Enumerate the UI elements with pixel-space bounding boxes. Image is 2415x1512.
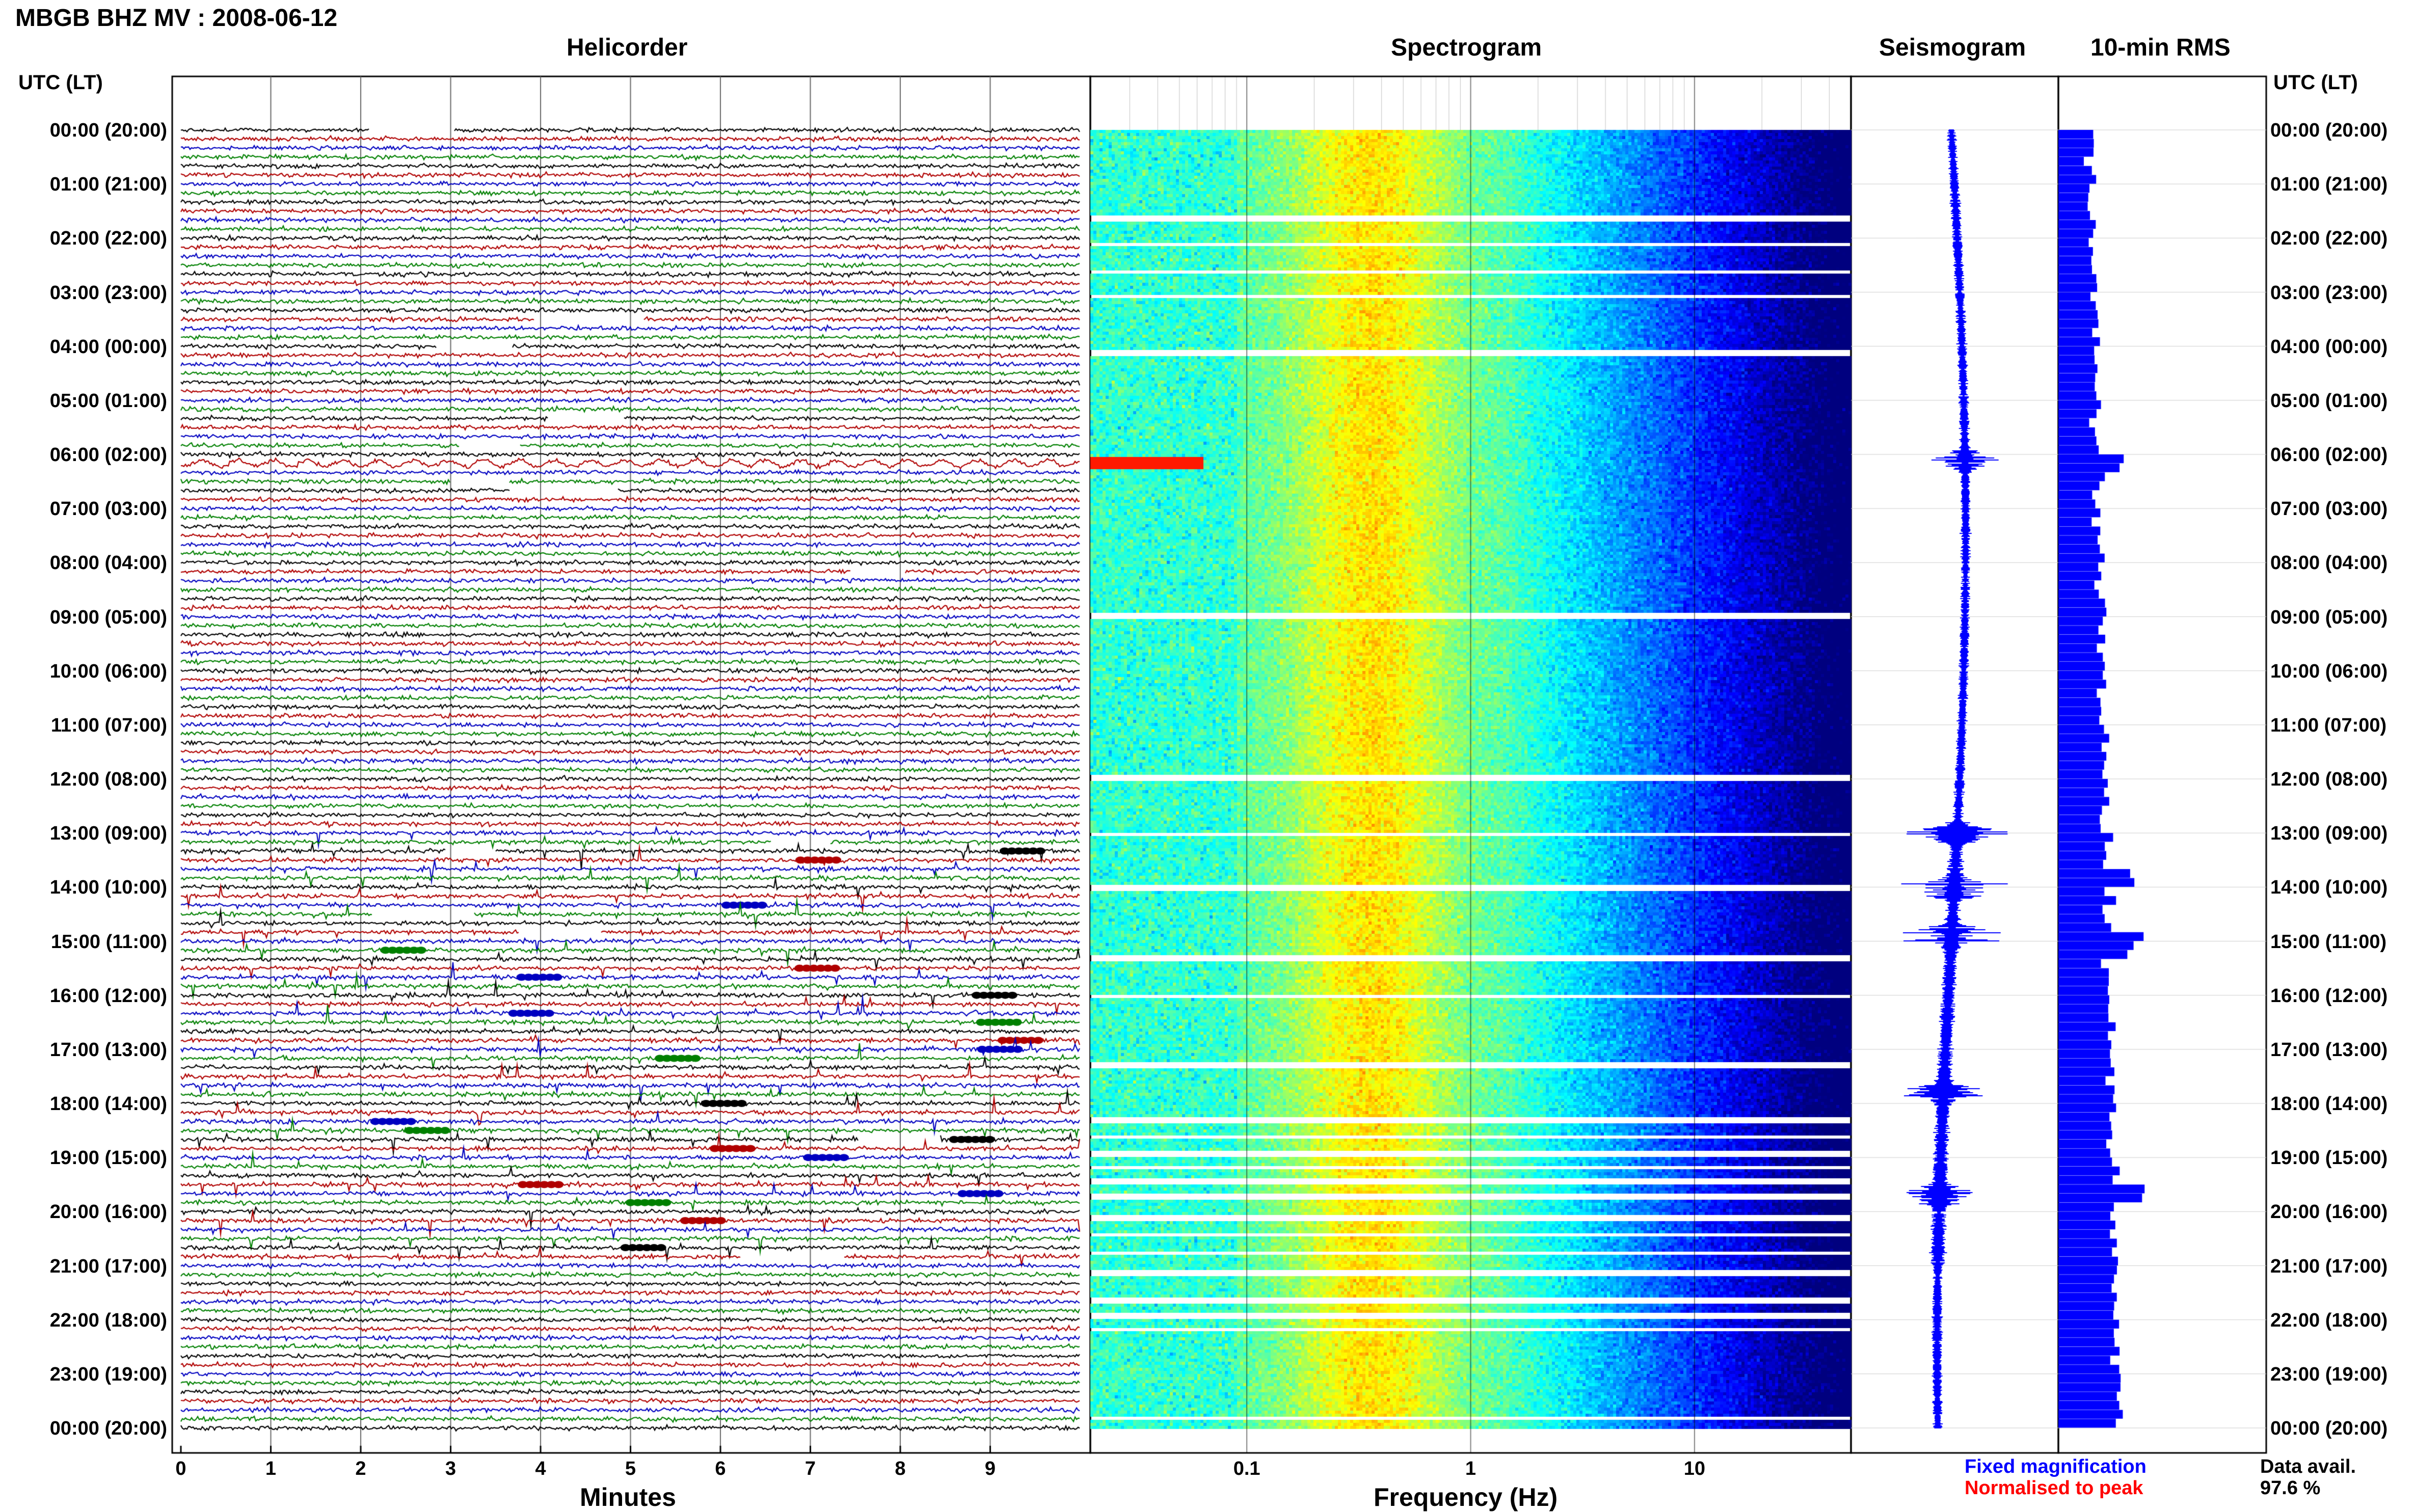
hour-tick-left: 11:00 (07:00) <box>50 714 167 736</box>
minute-tick: 6 <box>715 1458 726 1479</box>
hour-tick-right: 10:00 (06:00) <box>2270 660 2388 682</box>
hour-tick-right: 08:00 (04:00) <box>2270 552 2388 574</box>
hour-tick-left: 03:00 (23:00) <box>49 282 167 304</box>
hour-tick-right: 20:00 (16:00) <box>2270 1201 2388 1223</box>
hour-tick-right: 00:00 (20:00) <box>2270 120 2388 141</box>
hour-tick-left: 16:00 (12:00) <box>49 985 167 1007</box>
hour-tick-left: 12:00 (08:00) <box>49 769 167 790</box>
normalised-legend: Normalised to peak <box>1965 1477 2143 1499</box>
minute-tick: 3 <box>445 1458 457 1479</box>
minutes-axis-label: Minutes <box>580 1483 676 1511</box>
hour-tick-right: 15:00 (11:00) <box>2270 931 2387 953</box>
hour-tick-right: 07:00 (03:00) <box>2270 498 2388 520</box>
spectrogram-title: Spectrogram <box>1391 34 1542 61</box>
hour-tick-right: 19:00 (15:00) <box>2270 1147 2388 1169</box>
minute-tick: 7 <box>804 1458 816 1479</box>
hour-tick-right: 04:00 (00:00) <box>2270 336 2388 358</box>
minute-tick: 4 <box>535 1458 546 1479</box>
hour-tick-left: 17:00 (13:00) <box>49 1039 167 1061</box>
frequency-tick: 0.1 <box>1233 1458 1260 1479</box>
minute-tick: 8 <box>895 1458 906 1479</box>
hour-tick-right: 23:00 (19:00) <box>2270 1363 2388 1385</box>
hour-tick-right: 12:00 (08:00) <box>2270 769 2388 790</box>
hour-tick-left: 05:00 (01:00) <box>49 390 167 412</box>
hour-tick-right: 01:00 (21:00) <box>2270 174 2388 196</box>
hour-tick-right: 16:00 (12:00) <box>2270 985 2388 1007</box>
minute-tick: 9 <box>984 1458 996 1479</box>
minute-tick: 5 <box>625 1458 636 1479</box>
hour-tick-left: 20:00 (16:00) <box>49 1201 167 1223</box>
frequency-tick: 10 <box>1683 1458 1706 1479</box>
hour-tick-left: 10:00 (06:00) <box>49 660 167 682</box>
hour-tick-left: 21:00 (17:00) <box>49 1255 167 1277</box>
hour-tick-left: 04:00 (00:00) <box>49 336 167 358</box>
hour-tick-left: 02:00 (22:00) <box>49 228 167 250</box>
utc-label-left: UTC (LT) <box>18 71 103 94</box>
hour-tick-right: 14:00 (10:00) <box>2270 877 2388 899</box>
seismogram-title: Seismogram <box>1879 34 2026 61</box>
hour-tick-left: 00:00 (20:00) <box>49 1418 167 1439</box>
data-avail-label: Data avail. <box>2260 1456 2356 1477</box>
page-title: MBGB BHZ MV : 2008-06-12 <box>15 5 338 32</box>
hour-tick-left: 22:00 (18:00) <box>49 1309 167 1331</box>
hour-tick-right: 17:00 (13:00) <box>2270 1039 2388 1061</box>
minute-tick: 2 <box>355 1458 366 1479</box>
hour-tick-right: 00:00 (20:00) <box>2270 1418 2388 1439</box>
utc-label-right: UTC (LT) <box>2273 71 2358 94</box>
hour-tick-left: 00:00 (20:00) <box>49 120 167 141</box>
data-avail-value: 97.6 % <box>2260 1477 2321 1499</box>
hour-tick-left: 14:00 (10:00) <box>49 877 167 899</box>
hour-tick-right: 21:00 (17:00) <box>2270 1255 2388 1277</box>
hour-tick-left: 15:00 (11:00) <box>50 931 167 953</box>
hour-tick-right: 22:00 (18:00) <box>2270 1309 2388 1331</box>
hour-tick-right: 11:00 (07:00) <box>2270 714 2387 736</box>
hour-tick-left: 07:00 (03:00) <box>49 498 167 520</box>
hour-tick-left: 01:00 (21:00) <box>49 174 167 196</box>
hour-tick-right: 05:00 (01:00) <box>2270 390 2388 412</box>
hour-tick-right: 13:00 (09:00) <box>2270 823 2388 845</box>
helicorder-title: Helicorder <box>567 34 688 61</box>
hour-tick-right: 03:00 (23:00) <box>2270 282 2388 304</box>
hour-tick-right: 02:00 (22:00) <box>2270 228 2388 250</box>
minute-tick: 1 <box>265 1458 277 1479</box>
hour-tick-left: 18:00 (14:00) <box>49 1093 167 1115</box>
frequency-axis-label: Frequency (Hz) <box>1374 1483 1558 1511</box>
hour-tick-left: 06:00 (02:00) <box>49 444 167 466</box>
rms-title: 10-min RMS <box>2090 34 2231 61</box>
hour-tick-left: 13:00 (09:00) <box>49 823 167 845</box>
hour-tick-right: 09:00 (05:00) <box>2270 606 2388 628</box>
hour-tick-left: 19:00 (15:00) <box>49 1147 167 1169</box>
hour-tick-left: 08:00 (04:00) <box>49 552 167 574</box>
frequency-tick: 1 <box>1465 1458 1477 1479</box>
hour-tick-left: 23:00 (19:00) <box>49 1363 167 1385</box>
hour-tick-left: 09:00 (05:00) <box>49 606 167 628</box>
hour-tick-right: 18:00 (14:00) <box>2270 1093 2388 1115</box>
minute-tick: 0 <box>175 1458 186 1479</box>
hour-tick-right: 06:00 (02:00) <box>2270 444 2388 466</box>
fixed-magnification-legend: Fixed magnification <box>1965 1456 2146 1477</box>
